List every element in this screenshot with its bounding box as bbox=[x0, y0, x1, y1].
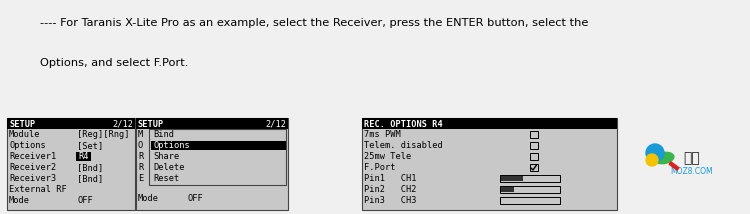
Text: Share: Share bbox=[153, 152, 179, 161]
Text: M: M bbox=[138, 130, 143, 139]
Text: Delete: Delete bbox=[153, 163, 184, 172]
Text: R: R bbox=[138, 163, 143, 172]
Bar bbox=[362, 118, 617, 129]
Text: Reset: Reset bbox=[153, 174, 179, 183]
Bar bbox=[530, 163, 538, 171]
Text: 7ms PWM: 7ms PWM bbox=[364, 130, 401, 139]
Text: REC. OPTIONS R4: REC. OPTIONS R4 bbox=[364, 119, 442, 128]
Text: Receiver2: Receiver2 bbox=[9, 163, 56, 172]
Bar bbox=[362, 118, 617, 210]
Text: External RF: External RF bbox=[9, 185, 67, 194]
Bar bbox=[530, 153, 538, 160]
Bar bbox=[500, 197, 560, 204]
Text: [Bnd]: [Bnd] bbox=[77, 163, 104, 172]
Text: [Reg][Rng]: [Reg][Rng] bbox=[77, 130, 130, 139]
Bar bbox=[501, 187, 514, 192]
Text: E: E bbox=[138, 174, 143, 183]
Text: F.Port: F.Port bbox=[364, 163, 395, 172]
Text: R: R bbox=[138, 152, 143, 161]
Text: Options: Options bbox=[9, 141, 46, 150]
Text: Pin3   CH3: Pin3 CH3 bbox=[364, 196, 416, 205]
Text: SETUP: SETUP bbox=[138, 119, 164, 128]
Text: Receiver3: Receiver3 bbox=[9, 174, 56, 183]
Text: 2/12: 2/12 bbox=[265, 119, 286, 128]
Bar bbox=[530, 141, 538, 149]
Bar bbox=[149, 129, 286, 185]
Text: 25mw Tele: 25mw Tele bbox=[364, 152, 411, 161]
Text: Options: Options bbox=[153, 141, 190, 150]
Circle shape bbox=[646, 154, 658, 166]
Bar bbox=[500, 175, 560, 182]
Text: Options, and select F.Port.: Options, and select F.Port. bbox=[40, 58, 188, 68]
Text: Pin2   CH2: Pin2 CH2 bbox=[364, 185, 416, 194]
Text: [Set]: [Set] bbox=[77, 141, 104, 150]
Text: ---- For Taranis X-Lite Pro as an example, select the Receiver, press the ENTER : ---- For Taranis X-Lite Pro as an exampl… bbox=[40, 18, 588, 28]
Text: Mode: Mode bbox=[9, 196, 30, 205]
Text: Telem. disabled: Telem. disabled bbox=[364, 141, 442, 150]
Text: OFF: OFF bbox=[188, 194, 204, 203]
Bar bbox=[136, 118, 288, 129]
Bar bbox=[530, 131, 538, 138]
Circle shape bbox=[646, 144, 664, 162]
Text: Mode: Mode bbox=[138, 194, 159, 203]
Text: OFF: OFF bbox=[77, 196, 93, 205]
Text: Pin1   CH1: Pin1 CH1 bbox=[364, 174, 416, 183]
Text: Bind: Bind bbox=[153, 130, 174, 139]
Text: SETUP: SETUP bbox=[9, 119, 35, 128]
Text: 2/12: 2/12 bbox=[112, 119, 133, 128]
Text: 模吧: 模吧 bbox=[684, 151, 700, 165]
Text: [Bnd]: [Bnd] bbox=[77, 174, 104, 183]
Text: R4: R4 bbox=[78, 152, 88, 161]
Bar bbox=[7, 118, 135, 210]
Text: Module: Module bbox=[9, 130, 40, 139]
FancyArrow shape bbox=[669, 162, 679, 170]
Ellipse shape bbox=[654, 152, 674, 164]
Bar bbox=[501, 176, 523, 181]
Bar bbox=[136, 118, 288, 210]
Bar bbox=[76, 152, 91, 160]
Bar bbox=[151, 141, 286, 150]
Bar bbox=[500, 186, 560, 193]
Text: O: O bbox=[138, 141, 143, 150]
Bar bbox=[7, 118, 135, 129]
Text: MOZ8.COM: MOZ8.COM bbox=[670, 166, 713, 175]
Text: Receiver1: Receiver1 bbox=[9, 152, 56, 161]
